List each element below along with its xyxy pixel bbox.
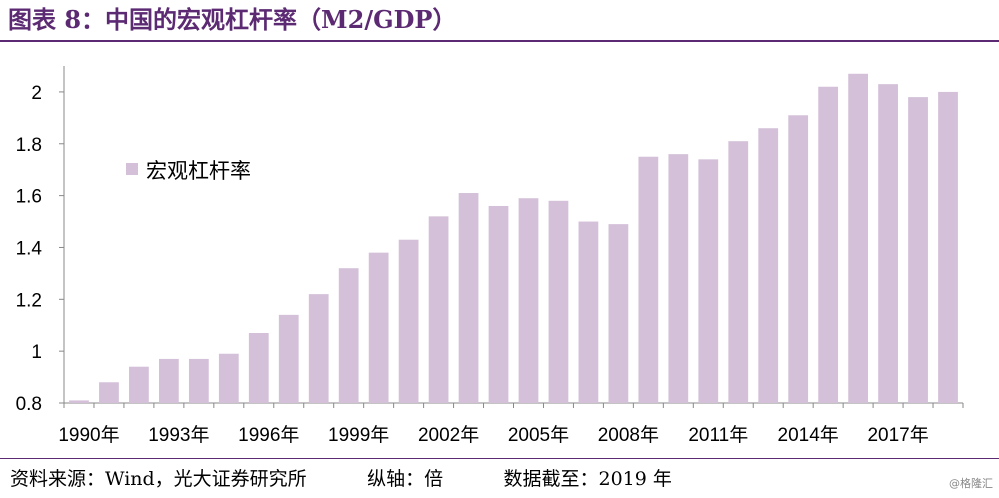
bar bbox=[278, 314, 299, 403]
bar bbox=[158, 358, 179, 403]
bar bbox=[248, 333, 269, 403]
x-tick-label: 2005年 bbox=[508, 424, 569, 446]
bar bbox=[638, 156, 659, 403]
footer-divider bbox=[0, 458, 999, 459]
x-tick-label: 2017年 bbox=[867, 424, 928, 446]
bar bbox=[338, 268, 359, 403]
figure-title: 图表 8：中国的宏观杠杆率（M2/GDP） bbox=[8, 5, 457, 34]
legend: 宏观杠杆率 bbox=[126, 159, 251, 183]
bar bbox=[878, 84, 898, 404]
x-tick-label: 2014年 bbox=[778, 424, 839, 446]
bar bbox=[99, 382, 119, 403]
watermark: @格隆汇 bbox=[949, 477, 993, 490]
bar bbox=[758, 128, 779, 403]
x-tick-label: 2011年 bbox=[688, 424, 748, 446]
bar bbox=[788, 115, 809, 403]
bar bbox=[428, 216, 449, 403]
bar-chart: 0.8 1 1.2 1.4 1.6 1.8 2 1990年 1993年 1996年 1999年 20… bbox=[16, 66, 964, 446]
y-tick-label: 2 bbox=[31, 83, 42, 104]
bar bbox=[458, 193, 479, 403]
x-tick-label: 2002年 bbox=[418, 424, 479, 446]
y-tick-label: 1.2 bbox=[16, 290, 42, 311]
source-note: 资料来源：Wind，光大证券研究所 bbox=[10, 468, 307, 490]
bar bbox=[488, 205, 509, 403]
x-tick-label: 2008年 bbox=[598, 424, 659, 446]
bar bbox=[848, 73, 869, 404]
footer: 资料来源：Wind，光大证券研究所 纵轴：倍 数据截至：2019 年 bbox=[10, 463, 672, 495]
bar bbox=[129, 366, 149, 403]
y-tick-label: 1.4 bbox=[16, 238, 43, 259]
bar bbox=[818, 86, 839, 403]
title-divider bbox=[0, 40, 999, 42]
bar bbox=[548, 200, 569, 403]
bar bbox=[188, 358, 209, 403]
bar bbox=[578, 221, 599, 403]
legend-label: 宏观杠杆率 bbox=[146, 159, 251, 183]
x-tick-label: 1990年 bbox=[58, 424, 119, 446]
x-tick-label: 1996年 bbox=[238, 424, 299, 446]
y-tick-label: 1.8 bbox=[16, 135, 42, 156]
bar bbox=[218, 353, 239, 403]
bar bbox=[518, 198, 539, 403]
bar bbox=[69, 400, 89, 403]
bar bbox=[938, 91, 958, 403]
bar bbox=[908, 97, 928, 403]
bar bbox=[308, 294, 329, 403]
x-tick-label: 1999年 bbox=[328, 424, 389, 446]
x-axis: 1990年 1993年 1996年 1999年 2002年 2005年 2008年 2011年… bbox=[58, 402, 964, 446]
bar bbox=[608, 224, 629, 403]
bars bbox=[69, 73, 958, 404]
bar bbox=[698, 159, 719, 403]
axis-unit-note: 纵轴：倍 bbox=[367, 468, 444, 490]
bar bbox=[668, 154, 689, 403]
bar bbox=[728, 141, 749, 403]
y-tick-label: 1 bbox=[31, 342, 42, 363]
legend-swatch bbox=[126, 163, 138, 175]
x-tick-label: 1993年 bbox=[148, 424, 209, 446]
data-date-note: 数据截至：2019 年 bbox=[503, 468, 672, 490]
bar bbox=[368, 252, 389, 403]
y-tick-label: 0.8 bbox=[16, 394, 42, 415]
y-tick-label: 1.6 bbox=[16, 187, 42, 208]
y-axis: 0.8 1 1.2 1.4 1.6 1.8 2 bbox=[16, 66, 65, 415]
bar bbox=[398, 239, 419, 403]
